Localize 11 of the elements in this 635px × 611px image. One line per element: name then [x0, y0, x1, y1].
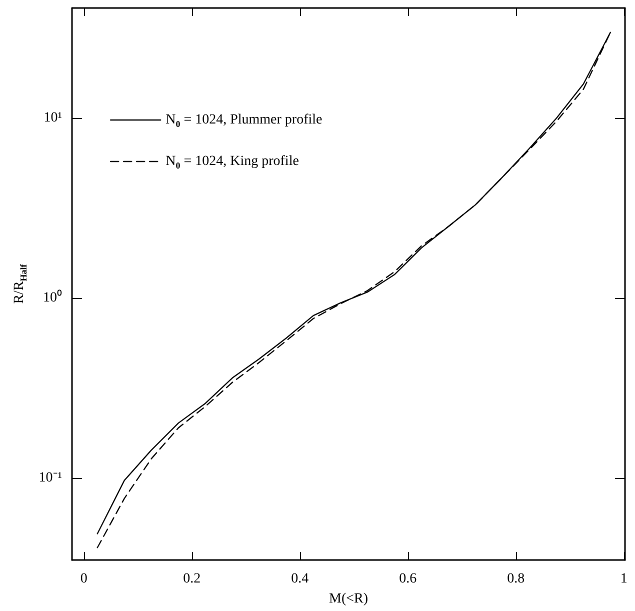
y-tick-label: 10¹	[44, 110, 62, 126]
x-axis-title: M(<R)	[328, 592, 368, 606]
x-tick-label: 0.2	[183, 572, 201, 586]
x-tick-label: 0	[80, 572, 88, 586]
y-tick-label: 10⁰	[43, 290, 62, 306]
x-tick-label: 0.4	[291, 572, 309, 586]
x-tick-label: 1	[620, 572, 628, 586]
y-axis-title: R/RHalf	[12, 263, 28, 304]
y-tick-label: 10⁻¹	[38, 470, 62, 486]
x-tick-label: 0.6	[399, 572, 417, 586]
x-tick-label: 0.8	[507, 572, 525, 586]
